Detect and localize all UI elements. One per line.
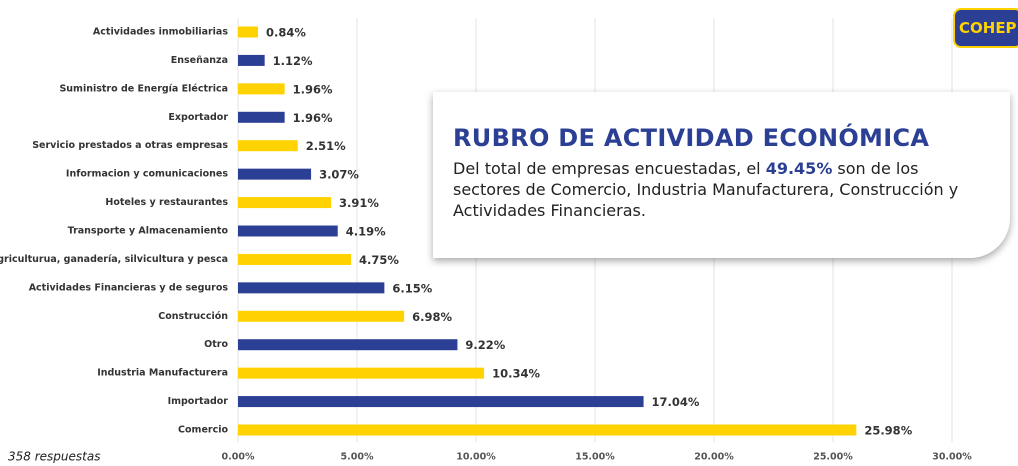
y-tick-label: Importador — [168, 396, 229, 407]
y-tick-label: Hoteles y restaurantes — [105, 197, 228, 208]
logo: COHEP — [953, 8, 1018, 48]
bar — [238, 310, 405, 322]
value-label: 9.22% — [465, 338, 505, 352]
y-tick-label: Industria Manufacturera — [97, 368, 228, 379]
value-label: 6.98% — [412, 310, 452, 324]
bar — [238, 54, 265, 66]
bar — [238, 225, 338, 237]
footnote: 358 respuestas — [8, 450, 100, 464]
bar — [238, 424, 857, 436]
x-tick-label: 0.00% — [222, 452, 255, 463]
value-label: 4.75% — [359, 253, 399, 267]
info-highlight: 49.45% — [765, 159, 833, 178]
bar — [238, 197, 332, 209]
y-tick-label: Exportador — [168, 112, 228, 123]
value-label: 2.51% — [306, 139, 346, 153]
bar — [238, 26, 258, 38]
value-label: 17.04% — [652, 395, 700, 409]
x-tick-label: 10.00% — [456, 452, 496, 463]
x-tick-label: 15.00% — [575, 452, 615, 463]
value-label: 25.98% — [864, 424, 912, 438]
bar — [238, 282, 385, 294]
value-label: 4.19% — [346, 225, 386, 239]
bar — [238, 83, 285, 95]
info-box: RUBRO DE ACTIVIDAD ECONÓMICA Del total d… — [433, 92, 1010, 258]
y-tick-label: Actividades Financieras y de seguros — [29, 282, 229, 293]
y-tick-label: Comercio — [178, 425, 228, 436]
bar — [238, 168, 312, 180]
y-tick-label: Suministro de Energía Eléctrica — [59, 83, 228, 94]
value-label: 6.15% — [392, 281, 432, 295]
x-tick-label: 25.00% — [813, 452, 853, 463]
info-text-before: Del total de empresas encuestadas, el — [453, 159, 766, 178]
y-tick-label: Transporte y Almacenamiento — [68, 226, 229, 237]
y-tick-label: Construcción — [158, 311, 228, 322]
bar — [238, 253, 352, 265]
y-tick-label: Informacion y comunicaciones — [66, 169, 228, 180]
y-tick-label: Otro — [204, 339, 228, 350]
info-text: Del total de empresas encuestadas, el 49… — [453, 158, 963, 221]
info-title: RUBRO DE ACTIVIDAD ECONÓMICA — [453, 124, 930, 152]
y-tick-label: Enseñanza — [171, 55, 228, 66]
bar — [238, 367, 485, 379]
value-label: 10.34% — [492, 367, 540, 381]
value-label: 1.96% — [293, 111, 333, 125]
value-label: 1.12% — [273, 54, 313, 68]
value-label: 3.91% — [339, 196, 379, 210]
value-label: 3.07% — [319, 168, 359, 182]
bar — [238, 396, 644, 408]
x-tick-label: 5.00% — [341, 452, 374, 463]
info-text-after: son de los sectores de Comercio, Industr… — [453, 159, 959, 220]
value-label: 0.84% — [266, 26, 306, 40]
bar — [238, 111, 285, 123]
y-tick-label: Servicio prestados a otras empresas — [32, 140, 228, 151]
bar — [238, 140, 298, 152]
bar — [238, 339, 458, 351]
value-label: 1.96% — [293, 82, 333, 96]
y-tick-label: Agriculturua, ganadería, silvicultura y … — [0, 254, 228, 265]
x-tick-label: 20.00% — [694, 452, 734, 463]
y-tick-label: Actividades inmobiliarias — [93, 27, 228, 38]
x-tick-label: 30.00% — [932, 452, 972, 463]
